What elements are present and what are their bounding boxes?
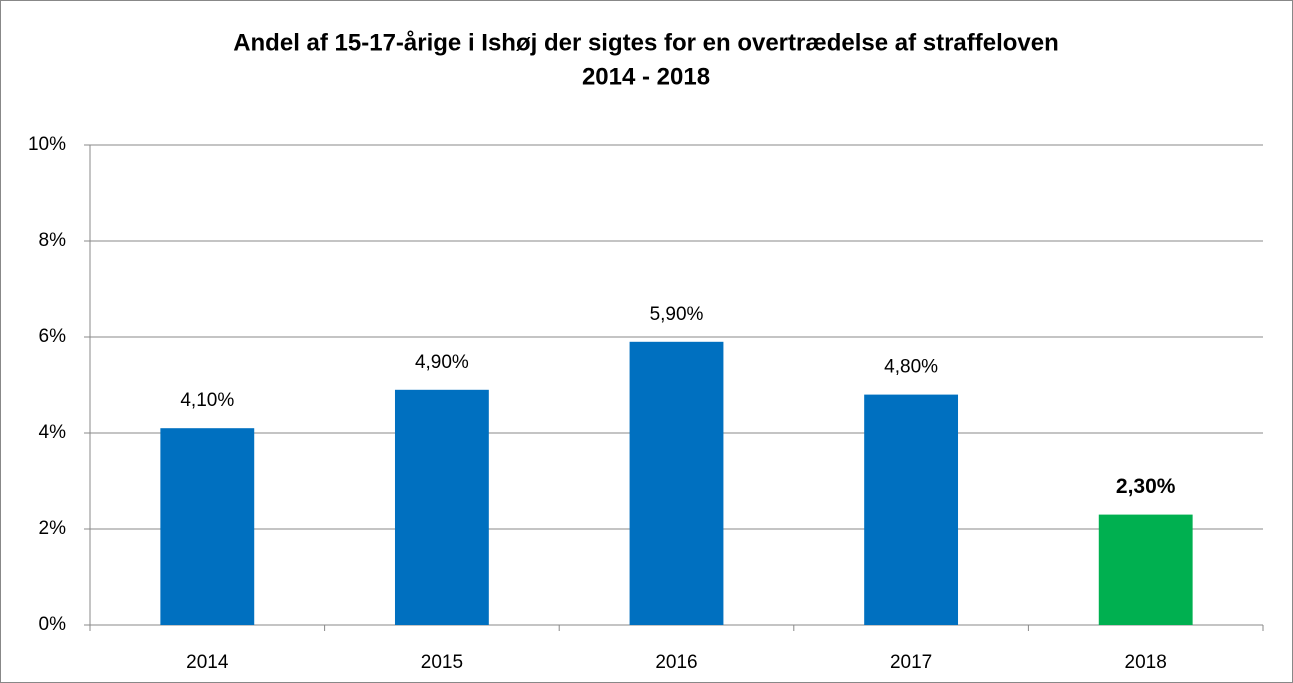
bar — [629, 341, 724, 625]
data-label: 5,90% — [650, 304, 704, 325]
x-tick-label: 2017 — [890, 652, 932, 673]
data-label: 4,90% — [415, 352, 469, 373]
data-label: 4,80% — [884, 357, 938, 378]
bar — [1098, 514, 1193, 625]
y-tick-label: 0% — [39, 614, 67, 635]
y-tick-label: 10% — [28, 134, 66, 155]
y-tick-label: 2% — [39, 518, 67, 539]
chart-subtitle: 2014 - 2018 — [582, 63, 710, 90]
x-tick-label: 2014 — [186, 652, 229, 673]
bar — [864, 394, 959, 625]
x-tick-label: 2015 — [421, 652, 463, 673]
bar — [394, 389, 489, 625]
y-tick-label: 4% — [39, 422, 67, 443]
chart-title: Andel af 15-17-årige i Ishøj der sigtes … — [233, 29, 1059, 56]
data-label: 4,10% — [180, 390, 234, 411]
data-label: 2,30% — [1116, 475, 1176, 498]
y-tick-label: 8% — [39, 230, 67, 251]
bar — [160, 428, 255, 625]
y-tick-label: 6% — [39, 326, 67, 347]
x-tick-label: 2018 — [1125, 652, 1167, 673]
x-tick-label: 2016 — [655, 652, 697, 673]
